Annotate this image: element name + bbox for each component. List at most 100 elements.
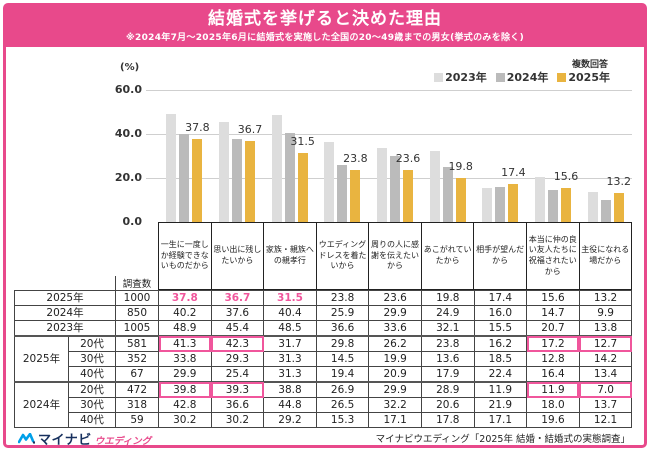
age-cell: 30代 — [67, 351, 117, 367]
legend-label: 2025年 — [568, 71, 610, 84]
category-label: 思い出に残したいから — [211, 222, 265, 290]
value-cell: 18.0 — [526, 397, 580, 413]
count-cell: 59 — [115, 412, 160, 428]
value-cell: 19.8 — [420, 290, 475, 306]
category-label: 本当に仲の良い友人たちに祝福されたいから — [526, 222, 580, 290]
y-tick-label: 20.0 — [114, 171, 142, 184]
table-row: 2023年 1005 48.9 45.4 48.5 36.6 33.6 32.1 15.5 20.… — [13, 320, 633, 337]
legend-swatch — [495, 72, 505, 82]
table-row: 40代 59 30.2 30.2 29.2 15.3 17.1 17.8 17.1 19.6 12.… — [15, 412, 633, 428]
bar-value-label: 13.2 — [606, 175, 631, 188]
bar-2024年 — [600, 200, 611, 222]
value-cell: 20.9 — [368, 366, 422, 383]
value-cell: 17.1 — [473, 412, 528, 428]
summary-table: 2025年 1000 37.8 36.7 31.5 23.8 23.6 19.8 17.4 15.… — [13, 290, 633, 428]
value-cell: 17.9 — [420, 366, 475, 383]
value-cell: 38.8 — [263, 381, 317, 398]
gridline — [146, 178, 632, 179]
bar-2023年 — [587, 191, 598, 222]
age-cell: 40代 — [67, 366, 117, 383]
gridline — [146, 90, 632, 91]
bar-group: 23.8 — [316, 90, 369, 222]
bar-group: 13.2 — [579, 90, 632, 222]
bar-2025年 — [403, 170, 414, 222]
value-cell: 9.9 — [578, 305, 633, 321]
bar-2023年 — [166, 114, 177, 222]
legend-swatch — [557, 72, 567, 82]
category-label: ウエディングドレスを着たいから — [316, 222, 370, 290]
bar-value-label: 36.7 — [237, 123, 263, 137]
category-label: 一生に一度しか経験できないものだから — [158, 222, 212, 290]
value-cell: 14.2 — [578, 351, 633, 367]
value-cell: 29.9 — [368, 381, 422, 398]
year-cell: 2024年 — [14, 381, 69, 428]
year-cell: 2025年 — [13, 290, 117, 306]
value-cell: 11.9 — [526, 381, 580, 398]
count-cell: 1000 — [115, 290, 160, 306]
value-cell: 28.9 — [420, 381, 475, 398]
bar-2025年 — [561, 187, 572, 222]
y-axis: 60.0 40.0 20.0 0.0 — [94, 0, 142, 450]
bar-2023年 — [535, 176, 546, 222]
header: 結婚式を挙げると決めた理由 ※2024年7月～2025年6月に結婚式を実施した全… — [6, 6, 644, 47]
bar-2025年 — [245, 141, 255, 222]
category-label: あこがれていたから — [421, 222, 475, 290]
value-cell: 32.1 — [420, 320, 475, 337]
category-label: 相手が望んだから — [474, 222, 527, 290]
legend-item: 2024年 — [495, 69, 549, 85]
value-cell: 45.4 — [210, 320, 265, 337]
value-cell: 48.5 — [263, 320, 317, 337]
value-cell: 36.7 — [210, 290, 265, 306]
value-cell: 37.6 — [210, 305, 265, 321]
value-cell: 13.8 — [578, 320, 633, 337]
value-cell: 15.3 — [315, 412, 370, 428]
value-cell: 19.6 — [526, 412, 580, 428]
value-cell: 26.2 — [368, 335, 422, 352]
value-cell: 29.2 — [263, 412, 317, 428]
bar-2023年 — [429, 151, 440, 222]
mynavi-wave-icon — [18, 433, 35, 444]
value-cell: 12.8 — [526, 351, 580, 367]
table-row: 40代 67 29.9 25.4 31.3 19.4 20.9 17.9 22.4 16.4 13.… — [15, 366, 633, 383]
value-cell: 21.9 — [473, 397, 528, 413]
value-cell: 15.5 — [473, 320, 528, 337]
count-cell: 67 — [115, 366, 160, 383]
category-label: 主役になれる場だから — [579, 222, 633, 290]
value-cell: 17.1 — [368, 412, 422, 428]
footer-logo: マイナビ ウエディング — [18, 429, 151, 448]
count-cell: 472 — [115, 381, 160, 398]
bar-group: 17.4 — [474, 90, 527, 222]
table-row: 30代 352 33.8 29.3 31.3 14.5 19.9 13.6 18.5 12.8 14… — [15, 351, 633, 367]
legend-swatch — [434, 72, 444, 82]
year-cell: 2025年 — [14, 335, 69, 383]
value-cell: 16.2 — [473, 335, 528, 352]
legend-label: 2024年 — [506, 71, 549, 84]
year-cell: 2023年 — [13, 320, 117, 337]
bar-2024年 — [179, 133, 190, 222]
value-cell: 18.5 — [473, 351, 528, 367]
y-tick-label: 0.0 — [122, 215, 143, 228]
value-cell: 39.8 — [158, 381, 212, 398]
value-cell: 33.6 — [368, 320, 422, 337]
value-cell: 40.4 — [263, 305, 317, 321]
value-cell: 14.7 — [526, 305, 580, 321]
value-cell: 13.4 — [578, 366, 633, 383]
bar-2024年 — [548, 189, 559, 222]
table-row: 2024年 20代 472 39.8 39.3 38.8 26.9 29.9 28.9 11.9 1… — [14, 381, 633, 428]
value-cell: 22.4 — [473, 366, 528, 383]
bar-2024年 — [337, 165, 348, 222]
bar-2025年 — [455, 178, 466, 222]
value-cell: 29.9 — [158, 366, 212, 383]
value-cell: 30.2 — [158, 412, 212, 428]
value-cell: 7.0 — [578, 381, 633, 398]
value-cell: 42.8 — [158, 397, 212, 413]
value-cell: 26.9 — [315, 381, 370, 398]
value-cell: 25.4 — [210, 366, 265, 383]
bar-2023年 — [377, 148, 388, 222]
bar-value-label: 23.8 — [343, 151, 368, 165]
value-cell: 17.4 — [473, 290, 528, 306]
table-row: 30代 318 42.8 36.6 44.8 26.5 32.2 20.6 21.9 18.0 13… — [15, 397, 633, 413]
bar-group: 23.6 — [369, 90, 422, 222]
value-cell: 31.3 — [263, 366, 317, 383]
value-cell: 48.9 — [158, 320, 212, 337]
